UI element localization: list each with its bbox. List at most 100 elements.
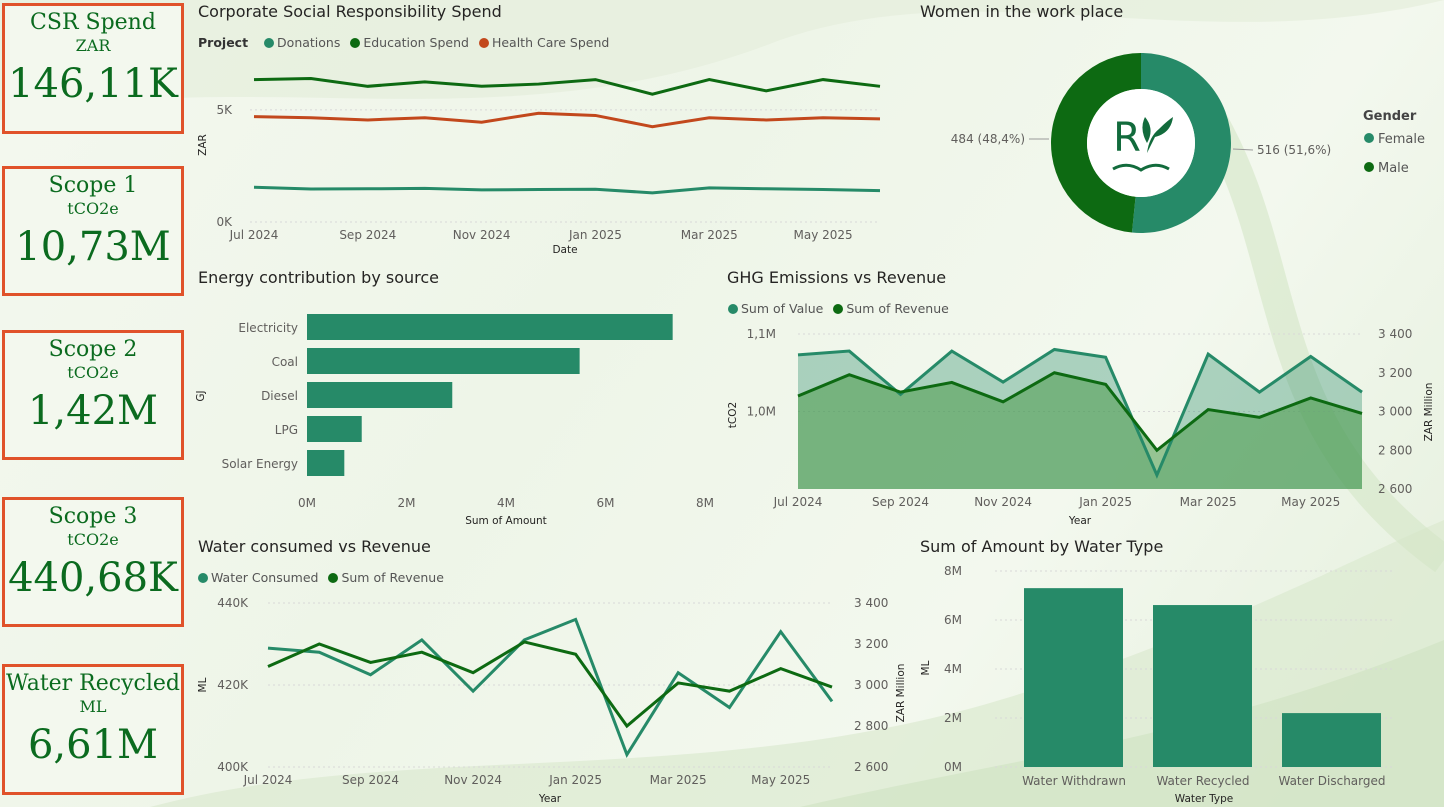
bar-electricity (307, 314, 673, 340)
csr-line-chart[interactable]: 0K 5K Jul 2024 Sep 2024 Nov 2024 Jan 2025 Mar … (190, 55, 890, 265)
kpi-unit: ML (79, 697, 107, 716)
bar-water-discharged (1282, 713, 1381, 767)
y2-tick-label: 3 000 (1378, 405, 1412, 419)
x-tick-label: 4M (497, 496, 515, 510)
legend-label: Education Spend (363, 35, 469, 50)
x-tick-label: Mar 2025 (650, 773, 707, 787)
y2-tick-label: 3 200 (1378, 366, 1412, 380)
kpi-title: Scope 2 (48, 337, 138, 362)
series-line-donations (253, 185, 881, 195)
x-tick-label: 2M (398, 496, 416, 510)
bar-diesel (307, 382, 453, 408)
legend-dot (1364, 162, 1374, 172)
legend-item-sum-of-revenue[interactable]: Sum of Revenue (827, 301, 949, 316)
watertype-chart-title: Sum of Amount by Water Type (920, 537, 1164, 556)
legend-label: Health Care Spend (491, 35, 610, 50)
kpi-unit: tCO2e (67, 199, 119, 218)
legend-label-female: Female (1378, 132, 1425, 147)
x-axis-title: Water Type (1175, 793, 1234, 805)
y-axis-title: ZAR (197, 134, 209, 156)
legend-label: Water Consumed (211, 570, 319, 585)
y-tick-label: 8M (944, 564, 962, 578)
bar-solar-energy (307, 450, 345, 476)
data-label-male: 484 (48,4%) (951, 132, 1025, 146)
kpi-value: 440,68K (8, 555, 178, 601)
legend-dot (1364, 133, 1374, 143)
legend-item-education[interactable]: Education Spend (344, 35, 469, 50)
legend-dot (833, 304, 844, 314)
x-tick-label: May 2025 (1281, 495, 1340, 509)
bar-coal (307, 348, 580, 374)
x-tick-label: 6M (597, 496, 615, 510)
y2-axis-title: ZAR Million (1423, 383, 1435, 442)
ghg-area-chart[interactable]: 1,0M 1,1M 2 600 2 800 3 000 3 200 3 400 Jul 202… (722, 320, 1444, 530)
legend-item-donations[interactable]: Donations (258, 35, 340, 50)
category-label: Water Recycled (1156, 774, 1249, 788)
y-axis-title: tCO2 (727, 402, 739, 428)
legend-item-water-consumed[interactable]: Water Consumed (192, 570, 318, 585)
x-tick-label: Sep 2024 (339, 228, 396, 242)
y-tick-label: 440K (217, 596, 249, 610)
x-tick-label: May 2025 (794, 228, 853, 242)
x-tick-label: Nov 2024 (453, 228, 511, 242)
x-axis-title: Sum of Amount (465, 515, 547, 527)
x-tick-label: Sep 2024 (872, 495, 929, 509)
category-label: Diesel (261, 389, 298, 403)
kpi-title: Scope 1 (48, 173, 138, 198)
kpi-card-scope-3: Scope 3 tCO2e 440,68K (2, 497, 184, 627)
y-axis-title: ML (197, 677, 209, 692)
donut-center (1087, 89, 1195, 197)
logo-leaf-icon (1147, 117, 1173, 153)
y-axis-title: GJ (195, 390, 207, 401)
y2-tick-label: 3 200 (854, 637, 888, 651)
x-tick-label: Nov 2024 (974, 495, 1032, 509)
series-line-revenue (267, 640, 833, 729)
y2-tick-label: 3 000 (854, 678, 888, 692)
y-axis-title: ML (920, 660, 932, 675)
ghg-chart-title: GHG Emissions vs Revenue (727, 268, 947, 287)
logo-book-icon (1112, 163, 1170, 172)
donut-slice-male (1051, 53, 1141, 233)
legend-item-sum-of-value[interactable]: Sum of Value (722, 301, 823, 316)
energy-bar-chart[interactable]: 0M 2M 4M 6M 8M Electricity Coal Diesel LPG Solar … (190, 296, 730, 532)
x-tick-label: 8M (696, 496, 714, 510)
kpi-card-water-recycled: Water Recycled ML 6,61M (2, 664, 184, 795)
legend-title: Gender (1363, 109, 1417, 124)
kpi-title: Scope 3 (48, 504, 138, 529)
x-tick-label: May 2025 (751, 773, 810, 787)
y-tick-label: 400K (217, 760, 249, 774)
kpi-title: Water Recycled (6, 671, 180, 696)
category-label: Solar Energy (222, 457, 298, 471)
data-label-female: 516 (51,6%) (1257, 143, 1331, 157)
y-tick-label: 5K (216, 103, 233, 117)
series-line-sum-of-revenue (797, 371, 1363, 453)
series-line-sum-of-value (797, 347, 1363, 479)
y-tick-label: 0K (216, 215, 233, 229)
water-line-chart[interactable]: 400K 420K 440K 2 600 2 800 3 000 3 200 3 400 Jul… (190, 590, 910, 807)
series-line-water-consumed (267, 617, 834, 759)
y2-tick-label: 2 800 (854, 719, 888, 733)
x-tick-label: Jul 2024 (243, 773, 293, 787)
x-axis-title: Date (552, 244, 577, 256)
kpi-title: CSR Spend (30, 10, 156, 35)
legend-item-health-care[interactable]: Health Care Spend (473, 35, 609, 50)
y-tick-label: 6M (944, 613, 962, 627)
x-tick-label: Jul 2024 (773, 495, 823, 509)
y2-tick-label: 3 400 (854, 596, 888, 610)
legend-dot (264, 38, 275, 48)
category-label: Water Discharged (1278, 774, 1385, 788)
x-tick-label: 0M (298, 496, 316, 510)
y-tick-label: 1,1M (747, 327, 776, 341)
kpi-value: 10,73M (15, 224, 171, 270)
gender-donut-chart[interactable]: R 516 (51,6%) 484 (48,4%) Gender Female Male (930, 40, 1440, 260)
water-type-bar-chart[interactable]: 0M 2M 4M 6M 8M Water Withdrawn Water Recycled W… (915, 560, 1440, 807)
kpi-value: 146,11K (8, 61, 178, 107)
legend-item-revenue[interactable]: Sum of Revenue (322, 570, 444, 585)
kpi-unit: tCO2e (67, 363, 119, 382)
kpi-unit: ZAR (75, 36, 111, 55)
kpi-unit: tCO2e (67, 530, 119, 549)
y2-tick-label: 2 600 (1378, 482, 1412, 496)
x-tick-label: Mar 2025 (1180, 495, 1237, 509)
y-tick-label: 4M (944, 662, 962, 676)
legend-title: Project (198, 35, 249, 50)
